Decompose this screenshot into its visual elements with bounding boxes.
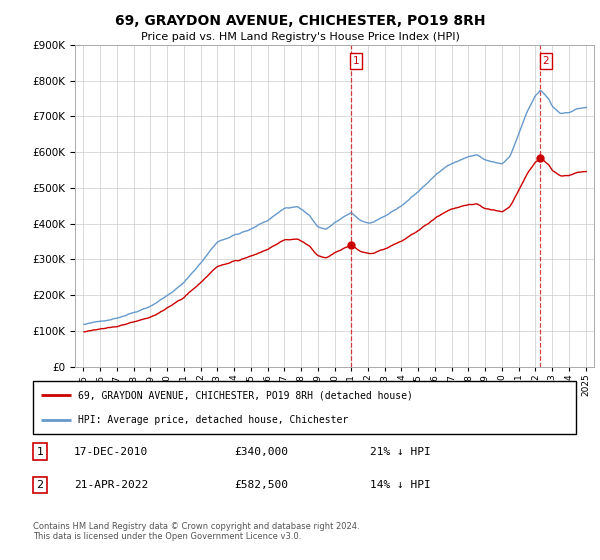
Text: 69, GRAYDON AVENUE, CHICHESTER, PO19 8RH (detached house): 69, GRAYDON AVENUE, CHICHESTER, PO19 8RH… [77,390,412,400]
Text: 17-DEC-2010: 17-DEC-2010 [74,447,148,456]
Text: HPI: Average price, detached house, Chichester: HPI: Average price, detached house, Chic… [77,414,348,424]
Text: Price paid vs. HM Land Registry's House Price Index (HPI): Price paid vs. HM Land Registry's House … [140,32,460,43]
Text: 1: 1 [37,447,44,456]
Text: 1: 1 [353,56,359,66]
Text: £340,000: £340,000 [234,447,288,456]
Text: £582,500: £582,500 [234,480,288,490]
Text: 69, GRAYDON AVENUE, CHICHESTER, PO19 8RH: 69, GRAYDON AVENUE, CHICHESTER, PO19 8RH [115,14,485,28]
Text: 2: 2 [37,480,44,490]
Text: 14% ↓ HPI: 14% ↓ HPI [370,480,430,490]
FancyBboxPatch shape [33,381,576,434]
Text: 21-APR-2022: 21-APR-2022 [74,480,148,490]
Text: 2: 2 [542,56,549,66]
Text: Contains HM Land Registry data © Crown copyright and database right 2024.
This d: Contains HM Land Registry data © Crown c… [33,522,359,542]
Text: 21% ↓ HPI: 21% ↓ HPI [370,447,430,456]
